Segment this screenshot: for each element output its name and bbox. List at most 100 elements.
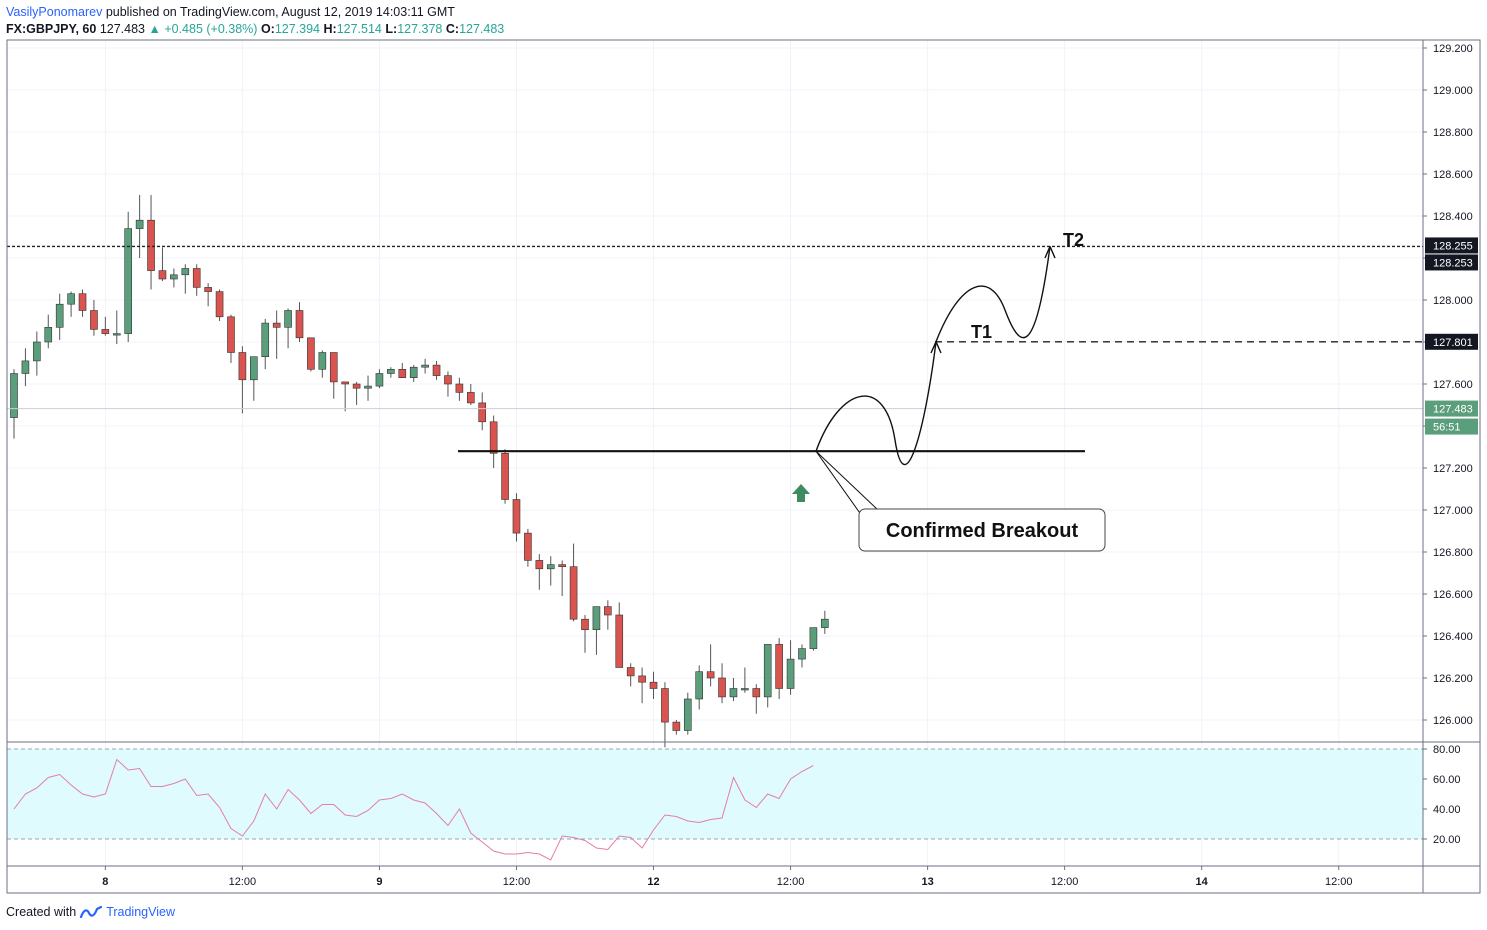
- price-tick-label: 129.000: [1433, 85, 1473, 97]
- projection-arrowhead-t2: [1044, 246, 1056, 259]
- candle-body: [546, 564, 555, 570]
- time-tick-label: 12: [647, 876, 659, 888]
- candle-body: [238, 352, 247, 381]
- candle-body: [672, 721, 681, 731]
- rsi-line: [13, 758, 814, 861]
- time-tick-label: 12:00: [1325, 876, 1353, 888]
- target-t2-second-tag-bg: [1425, 254, 1478, 271]
- candle-body: [55, 303, 64, 328]
- candle-body: [695, 671, 704, 700]
- price-tick-label: 128.400: [1433, 211, 1473, 223]
- candle-body: [604, 606, 612, 616]
- candle-body: [387, 368, 395, 374]
- candle-body: [295, 310, 304, 339]
- candle-body: [318, 352, 327, 370]
- change-value: ▲ +0.485 (+0.38%): [148, 22, 258, 36]
- candle-body: [501, 452, 509, 500]
- projection-drawings: [792, 246, 1056, 517]
- high-label: H:: [323, 22, 337, 36]
- candle-body: [752, 688, 761, 698]
- price-tick-label: 129.200: [1433, 43, 1473, 55]
- candle-body: [798, 648, 806, 660]
- close-value: 127.483: [459, 22, 505, 36]
- candle-body: [626, 667, 635, 677]
- candle-body: [67, 293, 75, 305]
- author-link[interactable]: VasilyPonomarev: [6, 5, 103, 19]
- chart-frame: [6, 39, 1481, 894]
- time-tick-label: 9: [376, 876, 382, 888]
- projection-arrowhead-t1: [930, 341, 942, 354]
- target-t2-price-tag-bg: [1425, 237, 1478, 254]
- price-tick-label: 127.600: [1433, 379, 1473, 391]
- last-price-tag-bg: [1425, 400, 1478, 417]
- candle-body: [489, 421, 498, 454]
- time-tick-label: 12:00: [777, 876, 805, 888]
- candle-body: [329, 352, 338, 383]
- close-label: C:: [445, 22, 460, 36]
- candle-body: [364, 385, 372, 389]
- candles: [10, 195, 829, 748]
- rsi-axis: 80.00 60.00 40.00 20.00: [1423, 744, 1461, 846]
- rsi-tick-label: 20.00: [1433, 834, 1461, 846]
- candle-body: [512, 499, 521, 534]
- time-tick-label: 13: [921, 876, 933, 888]
- tradingview-brand-link[interactable]: TradingView: [106, 905, 175, 919]
- candle-body: [192, 268, 201, 288]
- callout-label: Confirmed Breakout: [886, 520, 1079, 542]
- time-tick-label: 14: [1196, 876, 1209, 888]
- rsi-guides: [7, 748, 1423, 840]
- countdown-tag-bg: [1425, 418, 1478, 435]
- candle-body: [112, 333, 121, 336]
- price-tick-label: 126.400: [1433, 631, 1473, 643]
- candle-body: [272, 322, 281, 328]
- low-value: 127.378: [397, 22, 443, 36]
- candle-body: [158, 270, 167, 280]
- candle-body: [706, 671, 715, 679]
- price-tick-label: 128.600: [1433, 169, 1473, 181]
- time-tick-label: 12:00: [503, 876, 531, 888]
- rsi-tick-label: 60.00: [1433, 774, 1461, 786]
- candle-body: [227, 316, 235, 353]
- price-axis[interactable]: 129.200 129.000 128.800 128.600 128.400 128.2…: [1423, 43, 1478, 727]
- callout-pointer: [815, 450, 863, 517]
- tradingview-logo-icon: [80, 905, 103, 919]
- candle-body: [455, 383, 464, 393]
- target-t1-price-tag: 127.801: [1433, 337, 1473, 349]
- candle-body: [683, 698, 692, 731]
- candle-body: [10, 373, 18, 418]
- candle-body: [352, 383, 361, 389]
- price-tick-label: 126.000: [1433, 715, 1473, 727]
- candle-body: [649, 681, 658, 689]
- symbol-line: FX:GBPJPY, 60 127.483 ▲ +0.485 (+0.38%) …: [6, 22, 504, 36]
- candle-body: [21, 360, 30, 374]
- candle-body: [284, 310, 292, 328]
- candle-body: [558, 564, 566, 567]
- rsi-tick-label: 40.00: [1433, 804, 1461, 816]
- symbol-label: FX:GBPJPY, 60: [6, 22, 97, 36]
- candle-body: [741, 688, 749, 691]
- target-t2-label: T2: [1063, 230, 1084, 250]
- callout-rect: [858, 508, 1106, 552]
- projection-wave-2: [935, 246, 1051, 343]
- time-axis[interactable]: 8 12:00 9 12:00 12 12:00 13 12:00 14 12:00: [102, 866, 1352, 888]
- target-t1-price-tag-bg: [1425, 333, 1478, 350]
- rsi-band: [7, 749, 1423, 839]
- price-tick-label: 127.200: [1433, 463, 1473, 475]
- candle-body: [592, 606, 601, 630]
- price-tick-label: 128.800: [1433, 127, 1473, 139]
- price-tick-label: 126.800: [1433, 547, 1473, 559]
- callout-box: Confirmed Breakout: [858, 508, 1106, 552]
- candle-body: [821, 618, 829, 628]
- candle-body: [729, 688, 738, 698]
- breakout-arrow-icon: [792, 484, 810, 502]
- footer: Created with TradingView: [6, 905, 175, 919]
- candle-body: [250, 356, 258, 381]
- candle-body: [718, 677, 726, 698]
- candle-body: [341, 381, 349, 385]
- price-tick-label: 126.600: [1433, 589, 1473, 601]
- candle-body: [409, 366, 418, 379]
- candle-body: [478, 402, 487, 423]
- candle-body: [44, 326, 53, 343]
- candle-body: [215, 291, 224, 318]
